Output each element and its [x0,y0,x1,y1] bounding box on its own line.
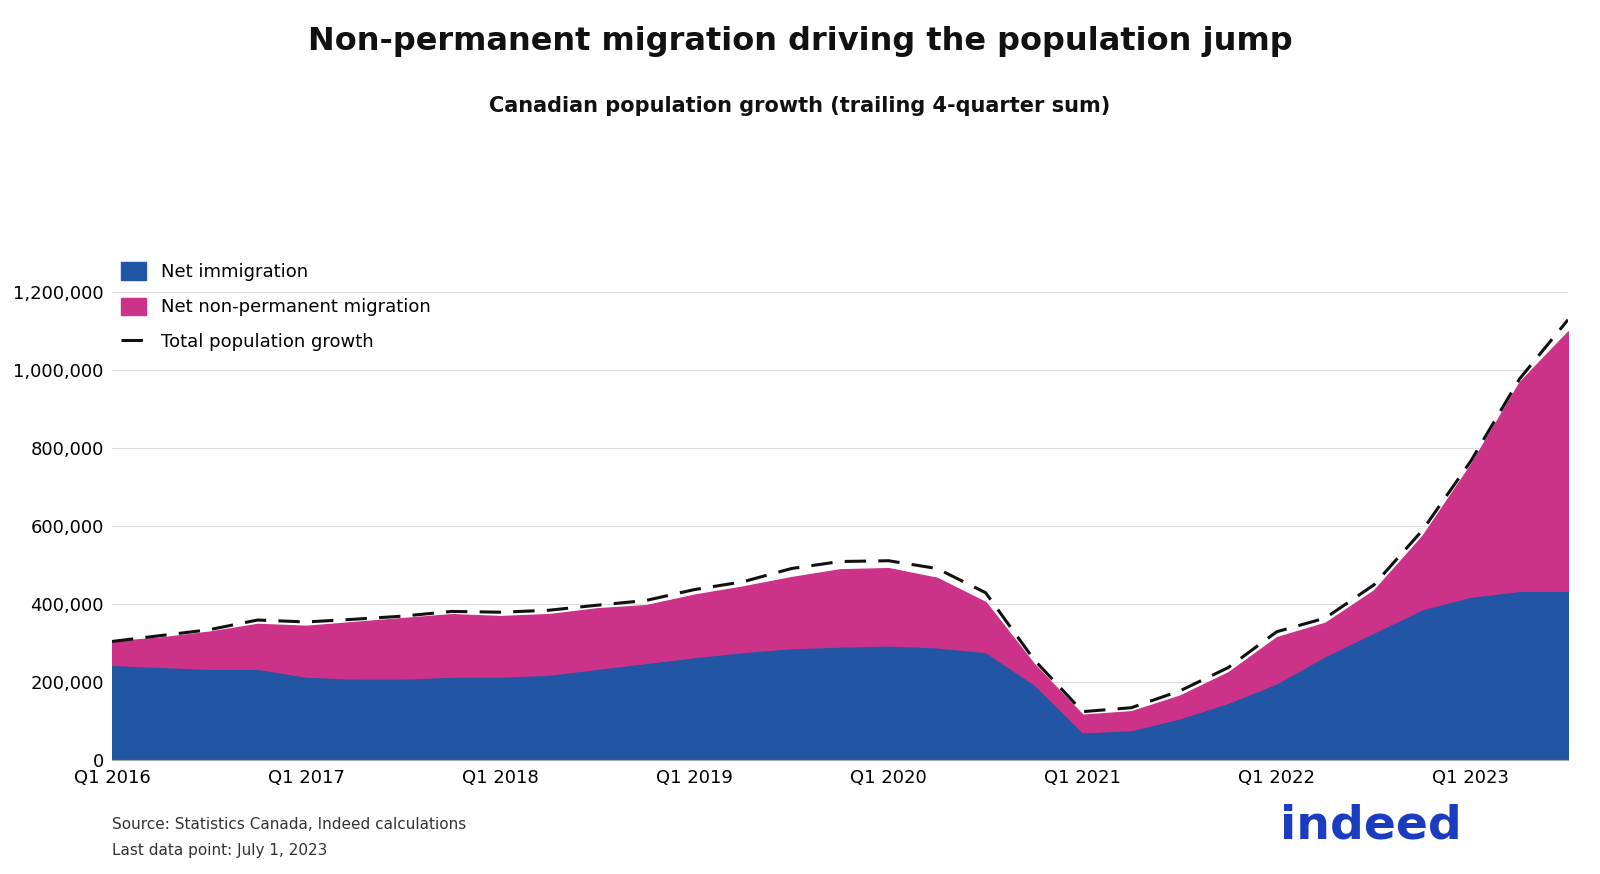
Text: Source: Statistics Canada, Indeed calculations: Source: Statistics Canada, Indeed calcul… [112,817,466,832]
Text: Last data point: July 1, 2023: Last data point: July 1, 2023 [112,843,328,858]
Text: Non-permanent migration driving the population jump: Non-permanent migration driving the popu… [307,26,1293,57]
Legend: Net immigration, Net non-permanent migration, Total population growth: Net immigration, Net non-permanent migra… [122,262,430,351]
Text: Canadian population growth (trailing 4-quarter sum): Canadian population growth (trailing 4-q… [490,96,1110,116]
Text: indeed: indeed [1280,803,1462,849]
